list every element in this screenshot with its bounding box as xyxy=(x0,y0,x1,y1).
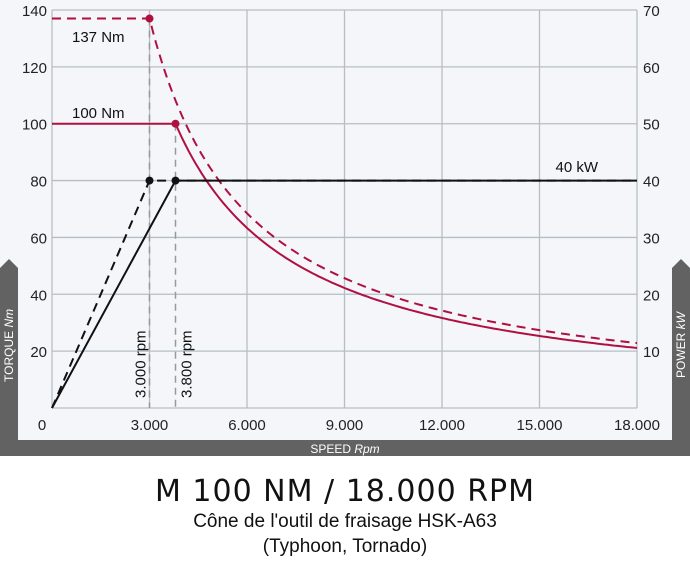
y-right-tick-label: 70 xyxy=(643,3,660,20)
y-left-tick-label: 120 xyxy=(22,60,47,77)
y-left-tick-label: 20 xyxy=(30,344,47,361)
y-right-tick-label: 60 xyxy=(643,60,660,77)
series-knee-point-2 xyxy=(171,119,180,128)
annotation-rpm_2: 3.800 rpm xyxy=(179,330,196,398)
annotation-power: 40 kW xyxy=(555,159,598,176)
series xyxy=(51,14,638,409)
torque-axis-label: TORQUE Nm xyxy=(2,309,16,382)
chart-title: M 100 NM / 18.000 RPM xyxy=(154,474,536,509)
power-axis-label: POWER kW xyxy=(674,310,688,378)
series-line-1 xyxy=(52,17,638,345)
tick-labels: 0 3.000 6.000 9.000 12.000 15.000 18.000 20 10 40… xyxy=(22,3,660,434)
y-left-tick-label: 40 xyxy=(30,287,47,304)
y-right-tick-label: 30 xyxy=(643,230,660,247)
y-left-tick-label: 100 xyxy=(22,117,47,134)
x-tick-label: 6.000 xyxy=(228,417,266,434)
x-tick-label: 18.000 xyxy=(614,417,660,434)
series-knee-point-3 xyxy=(145,176,154,185)
annotation-rpm_1: 3.000 rpm xyxy=(133,330,150,398)
y-right-tick-label: 10 xyxy=(643,344,660,361)
y-right-tick-label: 20 xyxy=(643,287,660,304)
y-left-tick-label: 60 xyxy=(30,230,47,247)
chart-models: (Typhoon, Tornado) xyxy=(262,536,428,557)
x-tick-label: 3.000 xyxy=(131,417,169,434)
series-line-2 xyxy=(52,122,638,349)
x-tick-label: 0 xyxy=(38,417,46,434)
torque-axis-bar xyxy=(0,259,18,440)
x-tick-label: 15.000 xyxy=(517,417,563,434)
x-tick-label: 12.000 xyxy=(419,417,465,434)
y-right-tick-label: 40 xyxy=(643,174,660,191)
x-tick-label: 9.000 xyxy=(326,417,364,434)
grid xyxy=(51,9,638,409)
series-knee-point-1 xyxy=(145,14,154,23)
y-right-tick-label: 50 xyxy=(643,117,660,134)
annotation-torque_peak_dashed: 137 Nm xyxy=(72,29,125,46)
chart-subtitle: Cône de l'outil de fraisage HSK-A63 xyxy=(193,511,497,532)
torque-power-chart: 0 3.000 6.000 9.000 12.000 15.000 18.000 20 10 40… xyxy=(0,0,690,456)
power-axis-bar xyxy=(672,259,690,440)
speed-axis-label: SPEED Rpm xyxy=(310,442,379,456)
series-knee-point-4 xyxy=(171,176,180,185)
annotation-torque_peak_solid: 100 Nm xyxy=(72,105,125,122)
y-left-tick-label: 140 xyxy=(22,3,47,20)
y-left-tick-label: 80 xyxy=(30,174,47,191)
speed-axis-bar xyxy=(0,440,690,456)
